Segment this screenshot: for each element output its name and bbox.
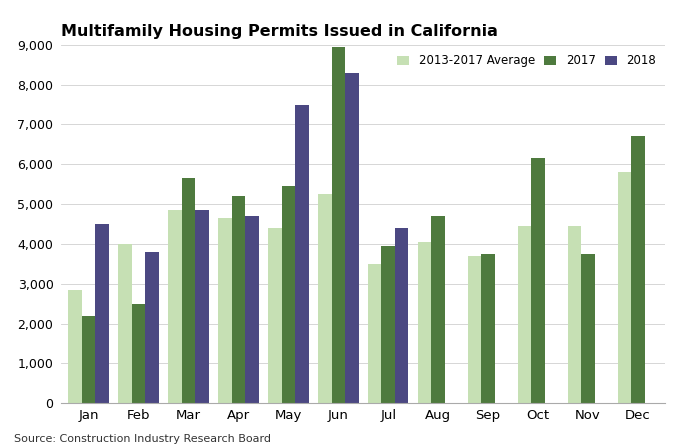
Bar — [232, 196, 245, 403]
Bar — [145, 252, 159, 403]
Bar — [132, 304, 145, 403]
Bar — [468, 256, 481, 403]
Bar — [568, 226, 581, 403]
Bar — [481, 254, 495, 403]
Text: Source: Construction Industry Research Board: Source: Construction Industry Research B… — [14, 434, 270, 444]
Bar — [282, 186, 295, 403]
Bar — [618, 172, 631, 403]
Bar — [195, 210, 208, 403]
Bar — [382, 246, 395, 403]
Bar — [82, 315, 95, 403]
Bar — [532, 158, 545, 403]
Text: Multifamily Housing Permits Issued in California: Multifamily Housing Permits Issued in Ca… — [61, 25, 498, 39]
Legend: 2013-2017 Average, 2017, 2018: 2013-2017 Average, 2017, 2018 — [394, 51, 659, 71]
Bar — [331, 47, 345, 403]
Bar — [345, 73, 359, 403]
Bar — [418, 242, 431, 403]
Bar — [631, 136, 644, 403]
Bar — [431, 216, 445, 403]
Bar — [368, 264, 382, 403]
Bar — [218, 218, 232, 403]
Bar — [168, 210, 182, 403]
Bar — [518, 226, 532, 403]
Bar — [182, 178, 195, 403]
Bar — [95, 224, 109, 403]
Bar — [295, 104, 308, 403]
Bar — [395, 228, 409, 403]
Bar — [245, 216, 259, 403]
Bar — [118, 244, 132, 403]
Bar — [69, 290, 82, 403]
Bar — [581, 254, 595, 403]
Bar — [318, 194, 331, 403]
Bar — [268, 228, 282, 403]
